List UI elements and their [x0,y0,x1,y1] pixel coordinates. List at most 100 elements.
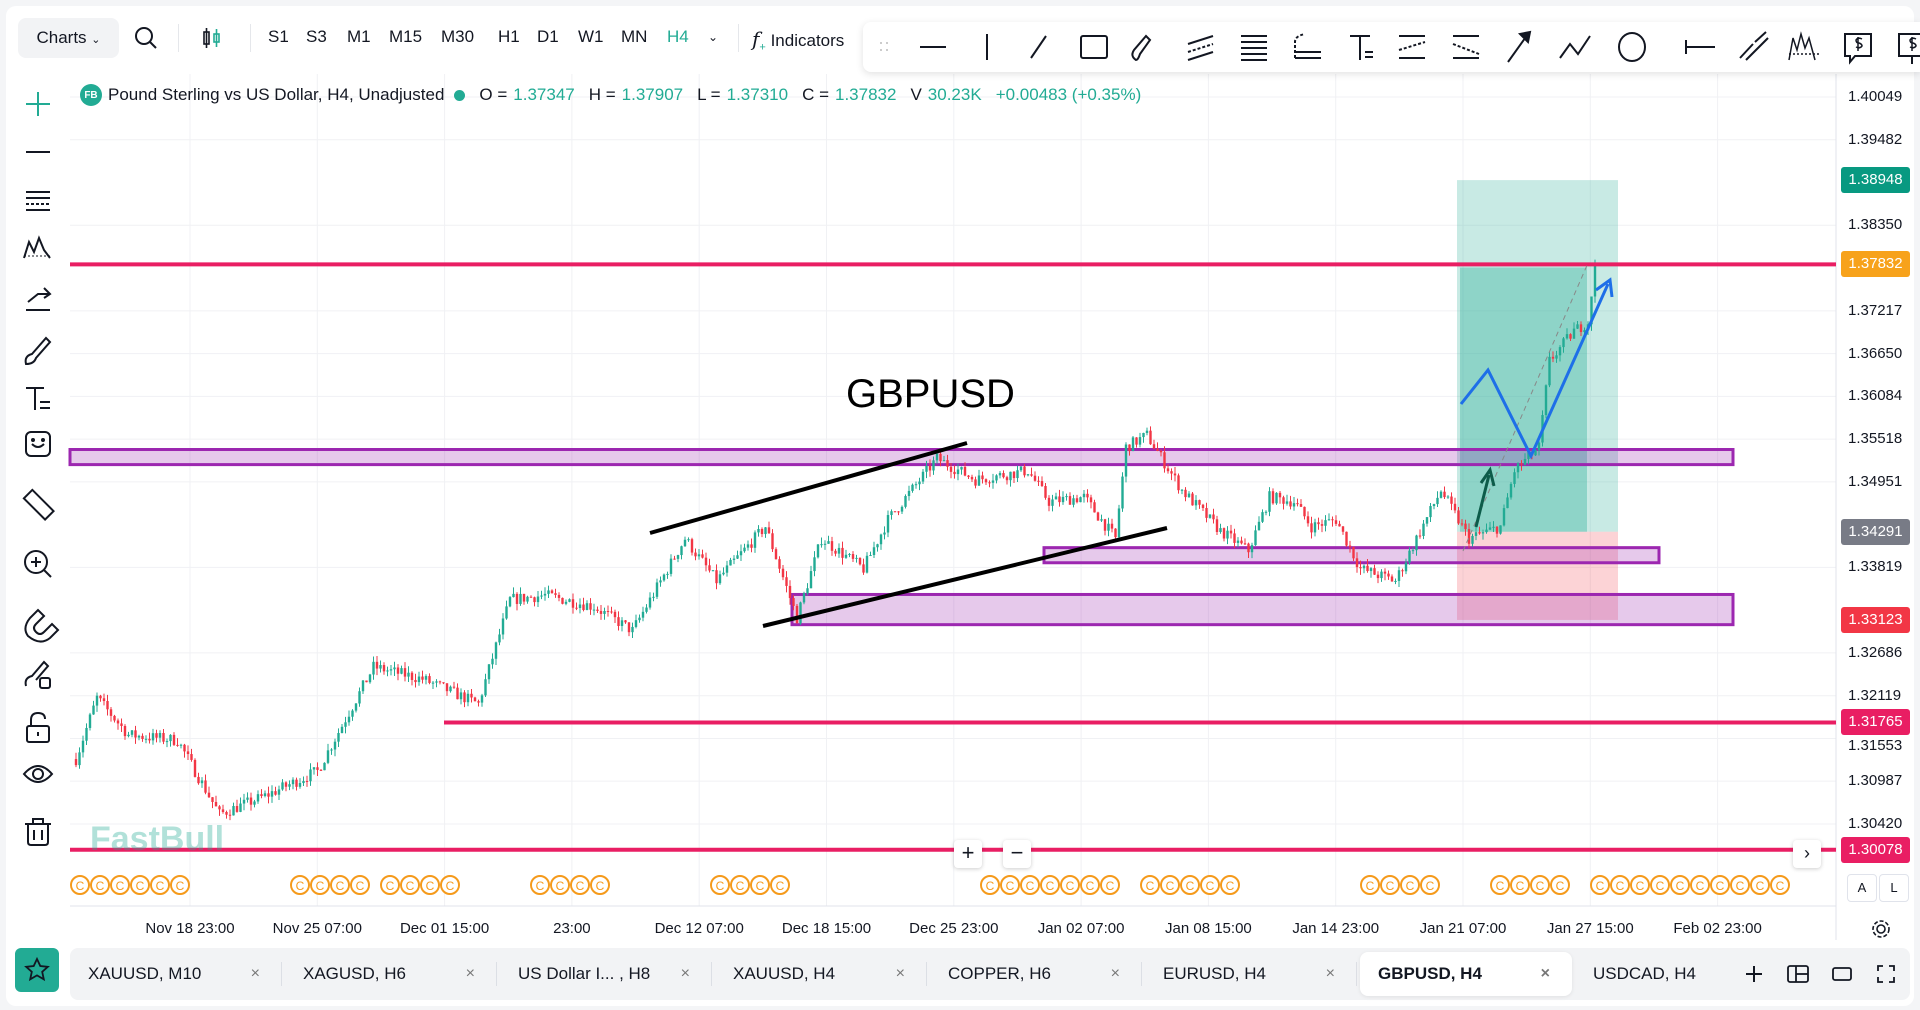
time-tick-label: 23:00 [553,920,591,937]
fib-retracement-icon[interactable] [1241,35,1267,61]
magnet-icon[interactable] [24,608,60,643]
trend-line-icon[interactable] [1030,35,1047,59]
timeframe-s3[interactable]: S3 [306,27,327,46]
candle-body [1009,471,1012,481]
rectangle-icon[interactable] [1080,35,1108,59]
emoji-sticker-icon[interactable] [25,431,51,457]
forecast-icon[interactable] [26,287,52,311]
chart-tab[interactable]: EURUSD, H4 × [1145,952,1357,996]
ruler-icon[interactable] [22,488,55,521]
arrow-icon[interactable] [1507,30,1532,63]
fullscreen-icon[interactable] [1872,960,1900,988]
ray-icon[interactable] [1685,40,1715,54]
candle [123,724,127,740]
candle [907,485,911,501]
close-tab-icon[interactable]: × [250,965,260,982]
chart-tab[interactable]: XAGUSD, H6 × [285,952,497,996]
auto-scale-button[interactable]: A [1847,874,1877,902]
add-tab-icon[interactable] [1740,960,1768,988]
fib-time-zone-icon[interactable] [1294,33,1321,59]
price-note-icon[interactable] [1844,33,1872,65]
candle [624,620,627,624]
timeframe-d1[interactable]: D1 [537,27,559,46]
indicators-button[interactable]: f+ Indicators [752,27,845,54]
timeframe-w1[interactable]: W1 [578,27,604,46]
candle [1208,514,1212,519]
symbol-title[interactable]: Pound Sterling vs US Dollar, H4, Unadjus… [108,85,445,104]
drag-handle-icon[interactable] [880,42,888,51]
candle-body [750,544,753,548]
fib-levels-icon[interactable] [26,191,50,211]
layout-icon[interactable] [1784,960,1812,988]
close-tab-icon[interactable]: × [895,965,905,982]
pitchfork-icon[interactable] [1398,35,1426,59]
close-tab-icon[interactable]: × [1110,965,1120,982]
price-label-icon[interactable] [1898,33,1920,64]
candle [225,810,228,819]
timeframe-m15[interactable]: M15 [389,27,423,46]
event-letter: C [1716,879,1725,893]
chart-tab[interactable]: COPPER, H6 × [930,952,1142,996]
close-tab-icon[interactable]: × [680,965,690,982]
economic-event-marker: C [1160,875,1180,895]
brush-icon[interactable] [24,336,52,366]
charts-dropdown[interactable]: Charts ⌄ [18,18,119,58]
drawing-mode-icon[interactable] [24,660,51,689]
zoom-in-button[interactable]: + [954,840,982,868]
candlestick-type-icon[interactable] [196,22,228,54]
chart-legend: FB Pound Sterling vs US Dollar, H4, Unad… [80,84,1141,106]
chart-tab[interactable]: XAUUSD, H4 × [715,952,927,996]
favorites-button[interactable] [15,948,59,992]
settings-gear-icon[interactable] [1870,918,1892,945]
candle [802,591,806,605]
timeframe-s1[interactable]: S1 [268,27,289,46]
candle-body [1040,481,1044,486]
timeframe-h1[interactable]: H1 [498,27,520,46]
crosshair-icon[interactable] [26,92,50,116]
candle-body [592,609,596,611]
timeframe-mn[interactable]: MN [621,27,648,46]
timeframe-m30[interactable]: M30 [441,27,475,46]
pattern-icon[interactable] [1788,31,1819,61]
timeframe-more-chevron-icon[interactable]: ⌄ [708,30,719,44]
candle-body [477,701,480,703]
chart-annotation-text[interactable]: GBPUSD [846,372,1015,416]
candle [428,673,431,685]
gann-fan-icon[interactable] [1452,35,1480,59]
close-tab-icon[interactable]: × [465,965,475,982]
candle-body [1345,531,1348,546]
path-icon[interactable] [1559,35,1591,59]
scroll-right-button[interactable]: › [1793,840,1821,868]
chart-tab[interactable]: USDCAD, H4 [1575,952,1787,996]
text-tool-icon[interactable] [26,387,50,410]
chart-tab[interactable]: XAUUSD, M10 × [70,952,282,996]
price-badge: 1.31765 [1841,709,1910,736]
search-icon[interactable] [130,22,162,54]
candle-body [1485,529,1488,533]
close-tab-icon[interactable]: × [1325,965,1335,982]
candle [274,786,277,796]
zoom-in-icon[interactable] [24,550,52,578]
candle-body [1572,328,1576,339]
candle [1191,491,1194,506]
log-scale-button[interactable]: L [1879,874,1909,902]
parallel-channel-icon[interactable] [1187,35,1214,61]
text-tool-icon[interactable] [1350,35,1373,60]
brush-icon[interactable] [1131,34,1152,62]
pattern-icon[interactable] [23,235,52,259]
eye-icon[interactable] [22,765,54,783]
zoom-out-button[interactable]: − [1003,840,1031,868]
extended-line-icon[interactable] [1739,31,1769,61]
window-icon[interactable] [1828,960,1856,988]
timeframe-h4[interactable]: H4 [667,27,689,46]
lock-icon[interactable] [26,711,50,743]
trash-icon[interactable] [25,818,51,846]
timeframe-m1[interactable]: M1 [347,27,371,46]
chart-tab[interactable]: GBPUSD, H4 × [1360,952,1572,996]
circle-icon[interactable] [1618,32,1646,62]
candle [676,554,680,563]
chart-tab[interactable]: US Dollar I... , H8 × [500,952,712,996]
candle-body [151,733,155,741]
close-tab-icon[interactable]: × [1540,965,1550,982]
